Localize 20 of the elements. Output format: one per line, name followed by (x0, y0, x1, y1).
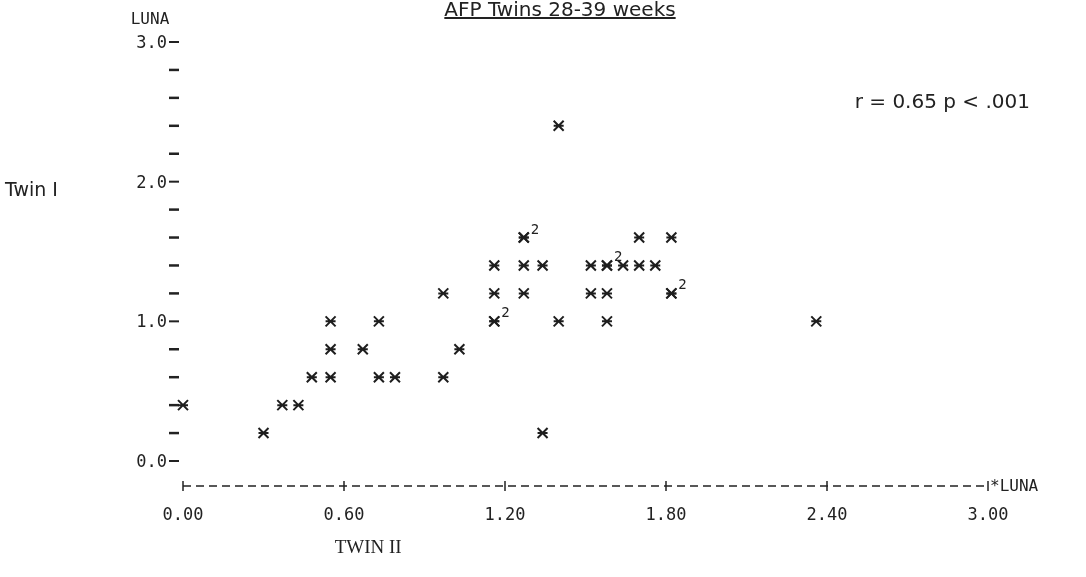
x-tick-label: 3.00 (967, 504, 1009, 524)
chart-title: AFP Twins 28-39 weeks (444, 0, 676, 21)
x-tick-label: 1.20 (484, 504, 526, 524)
y-tick-label: 0.0 (136, 451, 167, 471)
annotation: 2 (613, 248, 623, 265)
annotation: r = 0.65 p < .001 (854, 89, 1030, 113)
x-axis-title: TWIN II (334, 536, 402, 557)
text: LUNA (130, 9, 170, 28)
y-axis-title: Twin I (4, 178, 58, 200)
annotation: 2 (678, 276, 687, 293)
y-tick-label: 3.0 (136, 32, 167, 52)
x-tick-label: 2.40 (806, 504, 848, 524)
annotation: 2 (501, 304, 510, 321)
y-tick-label: 1.0 (136, 311, 167, 332)
x-tick-label: 1.80 (645, 504, 687, 524)
x-tick-label: 0.60 (323, 504, 365, 524)
x-tick-label: 0.00 (162, 504, 204, 524)
text: *LUNA (990, 476, 1039, 495)
annotation: 2 (530, 220, 540, 237)
y-tick-label: 2.0 (136, 171, 167, 192)
